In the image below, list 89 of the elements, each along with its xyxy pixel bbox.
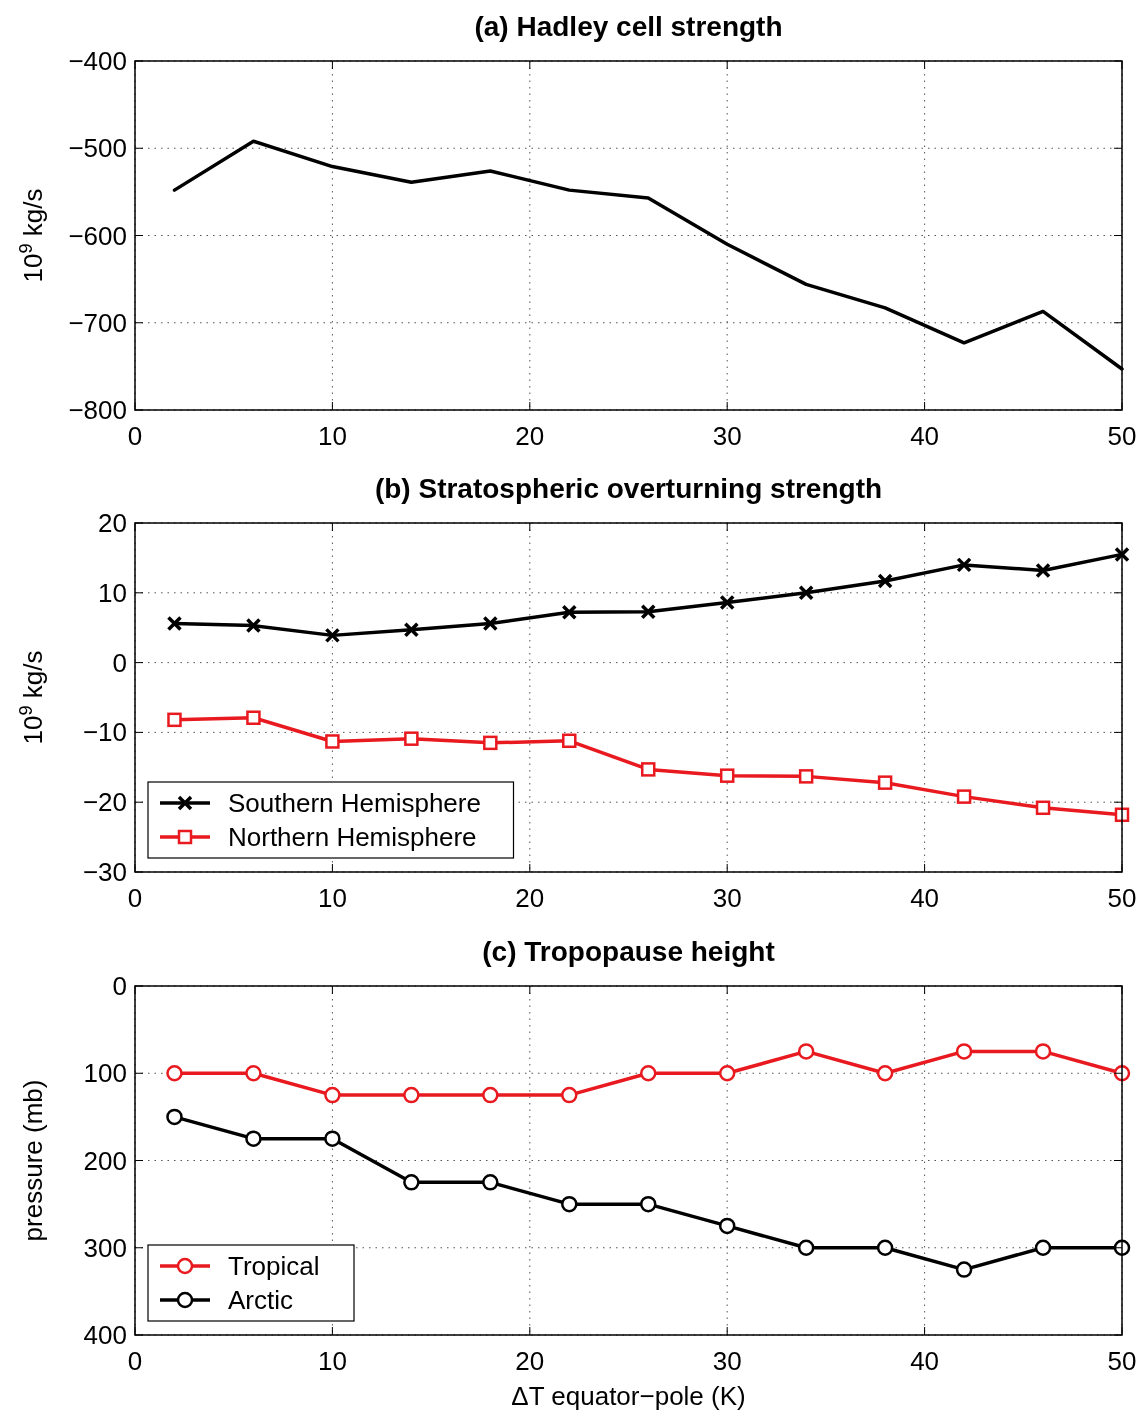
legend-label: Northern Hemisphere [228,822,477,852]
point [324,627,341,644]
chart-title: (a) Hadley cell strength [474,11,783,42]
point [797,1043,815,1060]
point [403,622,420,638]
x-tick-label: 10 [317,421,347,451]
point [640,603,656,620]
x-tick-label: 50 [1107,421,1137,451]
point [166,1065,183,1082]
point [876,1065,894,1082]
point [1114,546,1130,563]
point [955,1043,973,1060]
point [719,768,735,783]
y-tick-label: 0 [112,971,127,1001]
point [325,734,340,749]
point [561,1086,578,1104]
point [797,1239,815,1256]
x-tick-label: 20 [515,1346,545,1376]
y-tick-label: −10 [82,717,127,748]
y-tick-label: 300 [83,1232,127,1263]
y-tick-label: 0 [112,647,127,678]
y-tick-label: 10 [98,577,127,608]
chart-title: (b) Stratospheric overturning strength [374,473,883,504]
point [956,557,972,573]
point [877,775,893,790]
point [561,1195,578,1213]
point [956,789,972,804]
point [640,762,656,777]
y-tick-label: 100 [83,1058,127,1089]
point [245,1130,262,1147]
point [245,617,262,634]
point [718,1217,736,1235]
point [639,1195,657,1213]
point [562,733,577,749]
point [1035,562,1051,579]
x-tick-label: 50 [1107,883,1137,913]
point [483,735,498,751]
point [246,710,261,725]
point [167,712,182,728]
point [798,769,814,784]
y-axis-title: pressure (mb) [18,1079,48,1242]
y-tick-label: −30 [82,857,127,887]
y-tick-label: −600 [68,220,127,251]
point [403,1086,420,1104]
chart-title: (c) Tropopause height [482,936,775,967]
point [718,1065,736,1082]
point [166,1108,183,1126]
y-tick-label: 20 [98,508,127,538]
point [877,573,893,589]
y-tick-label: −20 [82,787,127,818]
x-tick-label: 40 [910,421,940,451]
x-tick-label: 50 [1107,1346,1137,1376]
point [1034,1239,1052,1256]
point [324,1086,341,1104]
legend-label: Southern Hemisphere [228,788,481,818]
y-tick-label: −400 [68,46,127,76]
point [1035,800,1051,816]
point [166,615,183,632]
x-tick-label: 20 [515,883,545,913]
point [245,1065,262,1082]
x-tick-label: 30 [712,1346,742,1376]
point [955,1261,973,1278]
y-tick-label: 200 [83,1145,127,1176]
point [876,1239,894,1256]
point [561,604,578,621]
point [482,615,499,632]
x-tick-label: 40 [910,883,940,913]
y-tick-label: 400 [83,1320,127,1350]
x-tick-label: 10 [317,883,347,913]
y-tick-label: −800 [68,395,127,425]
y-tick-label: −500 [68,133,127,164]
legend-label: Arctic [228,1285,293,1315]
point [482,1086,499,1104]
point [482,1174,499,1191]
point [403,1174,420,1191]
point [719,594,735,611]
point [798,585,814,601]
legend-label: Tropical [228,1251,320,1281]
x-tick-label: 30 [712,421,742,451]
x-tick-label: 40 [910,1346,940,1376]
point [1034,1043,1052,1060]
x-axis-title: ΔT equator−pole (K) [511,1381,746,1411]
x-tick-label: 10 [317,1346,347,1376]
point [404,731,419,746]
y-tick-label: −700 [68,307,127,338]
point [324,1130,341,1147]
x-tick-label: 20 [515,421,545,451]
x-tick-label: 30 [712,883,742,913]
point [639,1065,657,1082]
